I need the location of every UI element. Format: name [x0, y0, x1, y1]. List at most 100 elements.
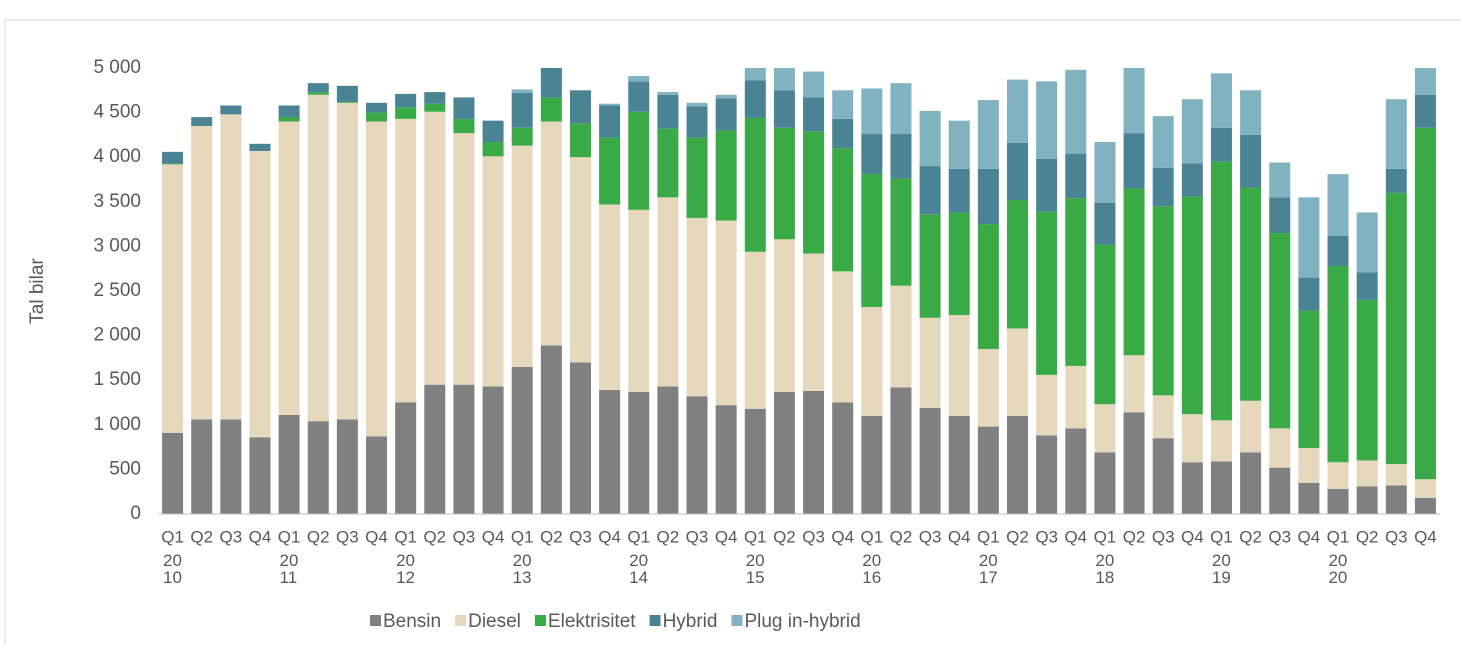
legend-swatch — [534, 615, 546, 626]
year-label: 2020 — [1328, 551, 1348, 587]
bar-segment — [599, 390, 621, 514]
bar-segment — [1356, 299, 1378, 461]
x-tick-label: Q4 — [482, 527, 505, 546]
bar-segment — [686, 396, 708, 514]
bar-segment — [307, 94, 329, 422]
bar-segment — [832, 402, 854, 514]
bar-segment — [1298, 197, 1320, 278]
bar-segment — [1094, 404, 1116, 453]
y-tick-label: 0 — [130, 503, 141, 524]
bar-segment — [628, 76, 650, 82]
bar-segment — [1007, 328, 1029, 416]
bar-segment — [919, 166, 941, 215]
bar-segment — [686, 137, 708, 218]
bar-segment — [861, 88, 883, 135]
bar-segment — [482, 386, 504, 514]
x-tick-label: Q4 — [598, 527, 621, 546]
x-tick-label: Q2 — [307, 527, 330, 546]
bars — [162, 68, 1436, 514]
bar-segment — [744, 68, 766, 81]
bar-segment — [453, 97, 475, 119]
bar-segment — [278, 121, 300, 415]
x-tick-label: Q3 — [453, 527, 476, 546]
bar-segment — [162, 151, 184, 164]
bar-segment — [686, 106, 708, 138]
bar-segment — [1007, 200, 1029, 329]
bar-segment — [948, 315, 970, 416]
bar-segment — [1327, 235, 1349, 267]
bar-segment — [1036, 435, 1058, 514]
bar-segment — [424, 92, 446, 104]
bar-segment — [249, 150, 271, 438]
bar-segment — [890, 134, 912, 179]
bar-segment — [220, 419, 242, 514]
legend-swatch — [649, 615, 661, 626]
bar-segment — [1181, 163, 1203, 197]
legend-label: Diesel — [468, 611, 521, 632]
bar-segment — [220, 114, 242, 420]
x-tick-label: Q3 — [1268, 527, 1291, 546]
bar-segment — [1385, 192, 1407, 465]
bar-segment — [1269, 233, 1291, 429]
bar-segment — [919, 214, 941, 318]
bar-segment — [511, 127, 533, 146]
x-tick-label: Q3 — [686, 527, 709, 546]
bar-segment — [977, 224, 999, 349]
y-tick-label: 3 500 — [93, 191, 141, 212]
bar-segment — [832, 118, 854, 149]
legend-label: Hybrid — [663, 611, 718, 632]
bar-segment — [1356, 212, 1378, 273]
x-tick-label: Q3 — [802, 527, 825, 546]
bar-segment — [249, 437, 271, 514]
bar-segment — [657, 128, 679, 198]
x-tick-label: Q4 — [1064, 527, 1087, 546]
chart-frame — [4, 19, 1461, 645]
bar-segment — [861, 307, 883, 416]
bar-segment — [1036, 374, 1058, 436]
bar-segment — [948, 212, 970, 316]
legend-swatch — [731, 615, 743, 626]
bar-segment — [307, 421, 329, 514]
year-label: 2013 — [512, 551, 532, 587]
bar-segment — [1414, 68, 1436, 95]
bar-segment — [1065, 153, 1087, 199]
x-tick-label: Q1 — [511, 527, 534, 546]
legend-label: Plug in-hybrid — [744, 611, 860, 632]
bar-segment — [162, 163, 184, 165]
bar-segment — [1385, 464, 1407, 486]
bar-segment — [977, 168, 999, 225]
bar-segment — [1240, 90, 1262, 135]
bar-segment — [1181, 99, 1203, 164]
year-label: 2019 — [1211, 551, 1231, 587]
bar-segment — [861, 415, 883, 514]
bar-segment — [832, 148, 854, 272]
bar-segment — [1152, 116, 1174, 168]
bar-segment — [424, 111, 446, 385]
bar-segment — [599, 137, 621, 205]
bar-segment — [366, 436, 388, 514]
bar-segment — [511, 145, 533, 367]
bar-segment — [1152, 438, 1174, 514]
x-tick-label: Q2 — [190, 527, 213, 546]
bar-segment — [307, 83, 329, 93]
bar-segment — [657, 94, 679, 129]
bar-segment — [1240, 452, 1262, 514]
x-tick-label: Q4 — [365, 527, 388, 546]
bar-segment — [977, 348, 999, 427]
bar-segment — [482, 142, 504, 157]
bar-segment — [832, 271, 854, 403]
x-tick-label: Q2 — [773, 527, 796, 546]
bar-segment — [569, 362, 591, 514]
bar-segment — [1065, 428, 1087, 514]
year-label: 2012 — [396, 551, 415, 587]
x-tick-label: Q1 — [278, 527, 301, 546]
bar-segment — [1269, 197, 1291, 234]
x-tick-label: Q1 — [1327, 527, 1350, 546]
bar-segment — [1298, 277, 1320, 311]
x-tick-label: Q1 — [744, 527, 767, 546]
bar-segment — [1065, 365, 1087, 429]
x-tick-label: Q3 — [1385, 527, 1408, 546]
bar-segment — [307, 92, 329, 95]
legend-swatch — [370, 615, 381, 626]
bar-segment — [890, 83, 912, 135]
